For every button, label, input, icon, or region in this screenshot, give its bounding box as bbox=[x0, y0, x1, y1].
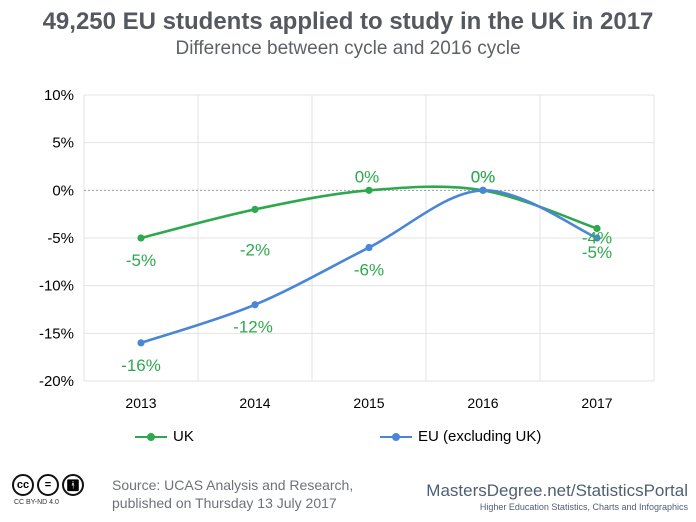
y-tick-label: -20% bbox=[39, 373, 74, 390]
data-point bbox=[479, 186, 487, 194]
legend-item-eu[interactable]: EU (excluding UK) bbox=[380, 428, 541, 445]
source-line-2: published on Thursday 13 July 2017 bbox=[112, 495, 337, 511]
person-icon: 🚹︎ bbox=[62, 474, 84, 496]
x-axis-ticks: 2013 2014 2015 2016 2017 bbox=[125, 395, 612, 411]
legend-swatch-uk bbox=[135, 432, 167, 441]
brand-logo[interactable]: MastersDegree.net/StatisticsPortal Highe… bbox=[426, 481, 688, 512]
legend-label-uk: UK bbox=[173, 428, 194, 445]
cc-icon: cc bbox=[12, 474, 34, 496]
data-label: 0% bbox=[355, 167, 380, 186]
series bbox=[137, 185, 601, 347]
data-label: -2% bbox=[240, 240, 270, 259]
data-point bbox=[365, 186, 373, 194]
chart-subtitle: Difference between cycle and 2016 cycle bbox=[175, 38, 521, 59]
x-tick-label: 2017 bbox=[581, 395, 612, 411]
x-tick-label: 2013 bbox=[125, 395, 156, 411]
data-point bbox=[251, 205, 259, 213]
data-label: -5% bbox=[582, 243, 612, 262]
data-label: -12% bbox=[233, 318, 273, 337]
y-tick-label: -5% bbox=[47, 230, 74, 247]
data-label: 0% bbox=[471, 167, 496, 186]
grid bbox=[83, 94, 655, 382]
x-tick-label: 2015 bbox=[353, 395, 384, 411]
data-label: 0% bbox=[471, 167, 496, 186]
data-point bbox=[593, 234, 601, 242]
data-point bbox=[137, 234, 145, 242]
legend-label-eu: EU (excluding UK) bbox=[418, 428, 542, 445]
y-tick-label: 5% bbox=[52, 135, 74, 152]
y-tick-label: 0% bbox=[52, 182, 74, 199]
equals-icon: = bbox=[37, 474, 59, 496]
data-label: -16% bbox=[121, 356, 161, 375]
data-point bbox=[593, 224, 601, 233]
legend-item-uk[interactable]: UK bbox=[135, 428, 194, 445]
y-tick-label: 10% bbox=[44, 87, 74, 104]
x-tick-label: 2014 bbox=[239, 395, 270, 411]
license-text: CC BY-ND 4.0 bbox=[14, 499, 59, 506]
brand-name: MastersDegree.net/StatisticsPortal bbox=[426, 481, 688, 500]
source-line-1: Source: UCAS Analysis and Research, bbox=[112, 477, 354, 493]
legend-swatch-eu bbox=[380, 432, 412, 441]
y-tick-label: -10% bbox=[39, 278, 74, 295]
data-point bbox=[365, 243, 373, 252]
data-point bbox=[137, 339, 145, 347]
data-labels: -5%-2%0% 0%-4%-16%-12%-6%0%-5% bbox=[121, 167, 612, 375]
data-label: -5% bbox=[126, 251, 156, 270]
license-badge[interactable]: cc = 🚹︎ CC BY-ND 4.0 bbox=[12, 474, 92, 506]
brand-tagline: Higher Education Statistics, Charts and … bbox=[479, 502, 688, 512]
data-label: -4% bbox=[582, 228, 612, 247]
y-tick-label: -15% bbox=[39, 325, 74, 342]
y-axis-ticks: 10% 5% 0% -5% -10% -15% -20% bbox=[39, 87, 74, 390]
data-point bbox=[251, 301, 259, 309]
x-tick-label: 2016 bbox=[467, 395, 498, 411]
data-label: -6% bbox=[354, 261, 384, 280]
chart-title: 49,250 EU students applied to study in t… bbox=[42, 8, 654, 35]
series-line-0 bbox=[140, 185, 598, 240]
source-note: Source: UCAS Analysis and Research, publ… bbox=[112, 476, 353, 512]
